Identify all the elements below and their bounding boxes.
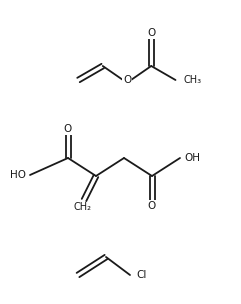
Text: O: O — [148, 201, 156, 211]
Text: CH₃: CH₃ — [183, 75, 202, 85]
Text: HO: HO — [10, 170, 26, 180]
Text: Cl: Cl — [136, 270, 146, 280]
Text: CH₂: CH₂ — [73, 202, 91, 212]
Text: O: O — [64, 124, 72, 134]
Text: O: O — [123, 75, 131, 85]
Text: O: O — [147, 28, 155, 38]
Text: OH: OH — [184, 153, 200, 163]
